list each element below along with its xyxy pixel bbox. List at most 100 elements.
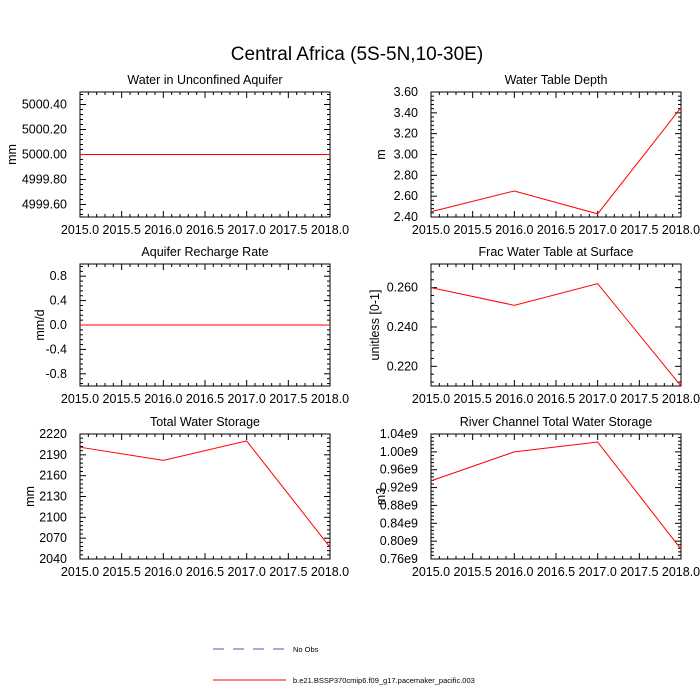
x-tick-label: 2016.0	[495, 392, 533, 406]
x-tick-label: 2016.5	[186, 392, 224, 406]
plot-frame	[430, 91, 682, 218]
y-axis-label: unitless [0-1]	[368, 290, 382, 361]
y-tick-label: 2.80	[394, 168, 418, 182]
x-tick-label: 2015.0	[412, 392, 450, 406]
x-tick-label: 2017.0	[579, 392, 617, 406]
x-tick-label: 2017.5	[620, 223, 658, 237]
x-tick-label: 2015.5	[454, 565, 492, 579]
x-tick-label: 2018.0	[311, 565, 349, 579]
x-tick-label: 2016.5	[537, 565, 575, 579]
y-tick-label: 0.240	[387, 320, 418, 334]
panel-1: Water in Unconfined Aquifer mm 2015.0 2015.…	[5, 73, 349, 237]
legend-label-no-obs: No Obs	[293, 645, 319, 654]
y-tick-label: 5000.20	[22, 123, 67, 137]
x-tick-label: 2017.5	[269, 223, 307, 237]
x-tick-label: 2015.0	[61, 565, 99, 579]
x-tick-label: 2015.5	[103, 565, 141, 579]
x-tick-label: 2016.0	[144, 565, 182, 579]
x-tick-label: 2015.5	[454, 223, 492, 237]
x-tick-label: 2015.5	[454, 392, 492, 406]
series-line	[79, 440, 331, 548]
x-tick-label: 2017.0	[579, 565, 617, 579]
x-tick-label: 2015.5	[103, 223, 141, 237]
x-tick-label: 2017.5	[269, 392, 307, 406]
x-tick-label: 2017.5	[620, 565, 658, 579]
x-tick-label: 2015.0	[412, 223, 450, 237]
series-line	[430, 441, 682, 550]
y-tick-label: 2190	[39, 448, 67, 462]
y-tick-label: 5000.00	[22, 148, 67, 162]
y-tick-label: -0.4	[45, 342, 67, 356]
panel-title: Water Table Depth	[505, 73, 608, 87]
plot-frame	[430, 433, 682, 560]
y-axis-label: mm/d	[33, 309, 47, 340]
panel-title: Water in Unconfined Aquifer	[127, 73, 282, 87]
panels: Water in Unconfined Aquifer mm 2015.0 2015.…	[5, 73, 700, 579]
y-tick-label: 1.00e9	[380, 445, 418, 459]
x-tick-label: 2016.5	[537, 223, 575, 237]
x-tick-label: 2018.0	[662, 223, 700, 237]
y-tick-label: 0.96e9	[380, 463, 418, 477]
series-line	[430, 107, 682, 215]
y-tick-label: 0.0	[50, 318, 67, 332]
panel-6: River Channel Total Water Storage m3 2015.…	[374, 415, 700, 579]
y-tick-label: 0.92e9	[380, 481, 418, 495]
y-tick-label: 3.20	[394, 127, 418, 141]
x-tick-label: 2017.5	[620, 392, 658, 406]
y-tick-label: 3.60	[394, 85, 418, 99]
y-axis-label: m	[374, 149, 388, 159]
y-tick-label: 2.60	[394, 189, 418, 203]
panel-4: Frac Water Table at Surface unitless [0-1…	[368, 245, 700, 406]
panel-title: River Channel Total Water Storage	[460, 415, 653, 429]
panel-title: Total Water Storage	[150, 415, 260, 429]
y-tick-label: 0.4	[50, 294, 67, 308]
y-tick-label: 2.40	[394, 210, 418, 224]
x-tick-label: 2016.0	[495, 223, 533, 237]
panel-5: Total Water Storage mm 2015.0 2015.5 2016.0 2…	[23, 415, 349, 579]
y-tick-label: 1.04e9	[380, 427, 418, 441]
x-tick-label: 2018.0	[662, 565, 700, 579]
y-tick-label: 2070	[39, 531, 67, 545]
x-tick-label: 2015.5	[103, 392, 141, 406]
y-tick-label: 0.76e9	[380, 552, 418, 566]
x-tick-label: 2016.5	[186, 565, 224, 579]
y-tick-label: 4999.80	[22, 173, 67, 187]
y-tick-label: 0.220	[387, 359, 418, 373]
x-tick-label: 2017.5	[269, 565, 307, 579]
y-tick-label: 0.260	[387, 281, 418, 295]
x-tick-label: 2017.0	[228, 223, 266, 237]
y-tick-label: 0.88e9	[380, 498, 418, 512]
x-tick-label: 2016.0	[144, 392, 182, 406]
x-tick-label: 2016.0	[144, 223, 182, 237]
plot-frame	[430, 263, 682, 387]
x-tick-label: 2015.0	[61, 223, 99, 237]
y-tick-label: 0.8	[50, 269, 67, 283]
x-tick-label: 2018.0	[311, 392, 349, 406]
y-tick-label: 2130	[39, 490, 67, 504]
x-tick-label: 2018.0	[662, 392, 700, 406]
panel-2: Water Table Depth m 2015.0 2015.5 2016.0 2016…	[374, 73, 700, 237]
x-tick-label: 2018.0	[311, 223, 349, 237]
y-axis-label: m3	[374, 488, 388, 505]
y-axis-label: mm	[23, 486, 37, 507]
x-tick-label: 2016.5	[186, 223, 224, 237]
y-tick-label: 4999.60	[22, 198, 67, 212]
y-tick-label: -0.8	[45, 367, 67, 381]
x-tick-label: 2017.0	[228, 392, 266, 406]
x-tick-label: 2016.0	[495, 565, 533, 579]
y-tick-label: 3.00	[394, 148, 418, 162]
y-tick-label: 0.84e9	[380, 516, 418, 530]
x-tick-label: 2017.0	[228, 565, 266, 579]
x-tick-label: 2015.0	[412, 565, 450, 579]
series-line	[430, 283, 682, 387]
x-tick-label: 2015.0	[61, 392, 99, 406]
panel-title: Aquifer Recharge Rate	[141, 245, 268, 259]
y-tick-label: 2160	[39, 469, 67, 483]
legend-label-model: b.e21.BSSP370cmip6.f09_g17.pacemaker_pac…	[293, 676, 475, 685]
y-tick-label: 2220	[39, 427, 67, 441]
y-tick-label: 0.80e9	[380, 534, 418, 548]
legend: No Obs b.e21.BSSP370cmip6.f09_g17.pacema…	[213, 645, 475, 685]
y-tick-label: 2040	[39, 552, 67, 566]
